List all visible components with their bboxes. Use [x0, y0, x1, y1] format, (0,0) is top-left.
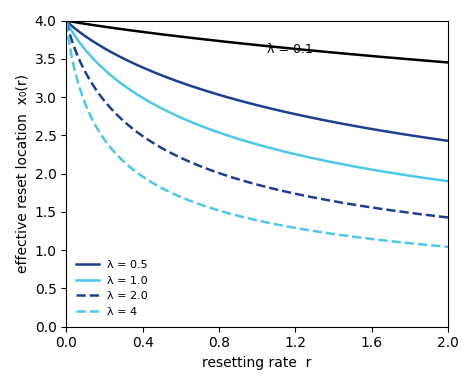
Legend: λ = 0.5, λ = 1.0, λ = 2.0, λ = 4: λ = 0.5, λ = 1.0, λ = 2.0, λ = 4: [72, 256, 153, 321]
X-axis label: resetting rate  r: resetting rate r: [202, 356, 312, 370]
Y-axis label: effective reset location  x₀(r): effective reset location x₀(r): [15, 74, 29, 273]
Text: λ = 0.1: λ = 0.1: [267, 43, 312, 56]
